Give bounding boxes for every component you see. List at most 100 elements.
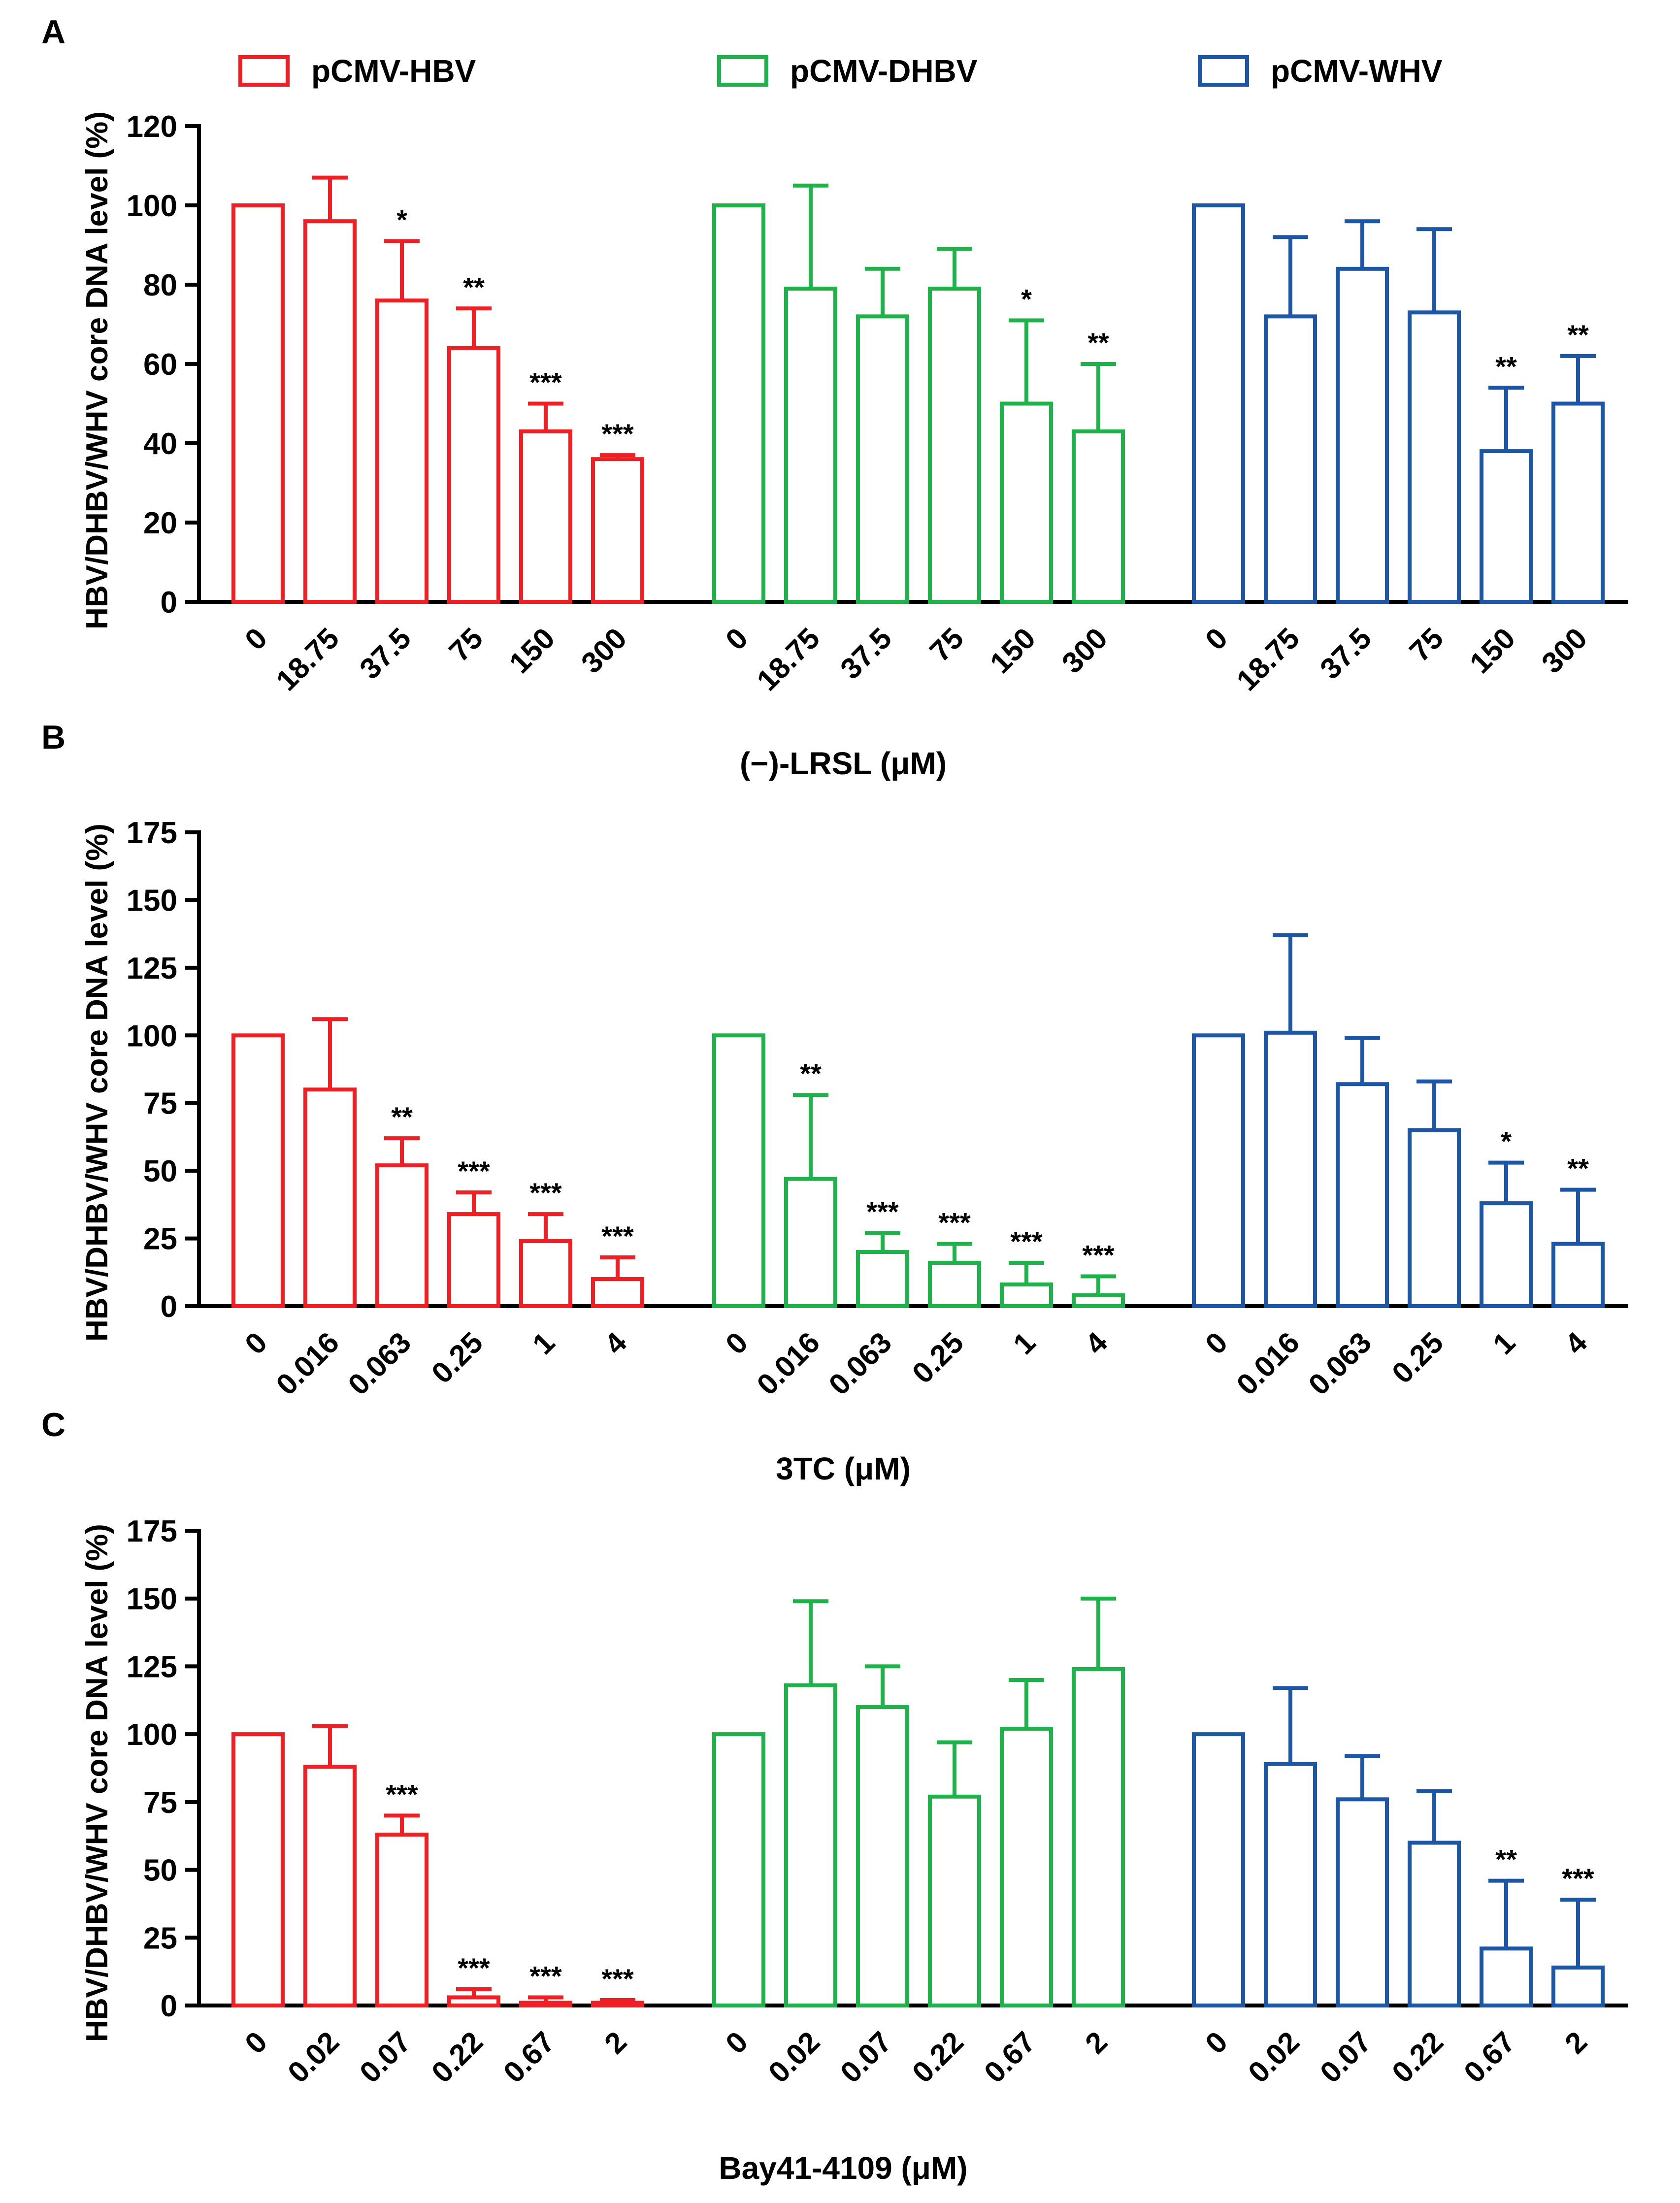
bar [712,1033,765,1308]
x-tick-label: 0.67 [1457,2025,1521,2089]
bar [928,1794,981,2008]
significance-mark: ** [1567,1153,1589,1184]
x-tick-label: 0.063 [1302,1326,1378,1402]
bar [231,1033,285,1308]
y-tick-label: 60 [143,348,177,382]
x-tick-label: 0.02 [1242,2025,1306,2089]
bar [928,287,981,604]
panel-b-y-axis-label: HBV/DHBV/WHV core DNA level (%) [80,823,114,1342]
panel-a-y-axis-label: HBV/DHBV/WHV core DNA level (%) [80,111,114,629]
bar [1408,310,1461,604]
x-tick-label: 0 [238,622,273,657]
bar [1480,1201,1533,1309]
series-pcmv-whv: *** [1192,933,1605,1309]
x-tick-label: 0.07 [1314,2025,1378,2089]
significance-mark: *** [458,1155,490,1186]
y-tick-label: 125 [127,952,177,986]
bar [1264,1762,1317,2007]
x-tick-label: 1 [1007,1326,1042,1361]
y-tick-label: 125 [127,1650,177,1684]
significance-mark: *** [1562,1863,1594,1894]
legend-swatch-whv [1198,55,1249,87]
bar [519,429,572,604]
bar [519,1239,572,1309]
bar [712,1732,765,2007]
bar [447,1995,500,2008]
bar [591,2001,644,2008]
bar [1000,1727,1053,2007]
bar [1192,203,1245,604]
panel-a: A HBV/DHBV/WHV core DNA level (%) 0 20 40 6… [41,13,1628,781]
x-tick-label: 0 [1199,1326,1234,1361]
x-tick-label: 0.07 [834,2025,898,2089]
y-tick-label: 0 [161,1989,177,2023]
series-pcmv-hbv: *********** [231,1017,644,1309]
y-tick-label: 20 [143,506,177,540]
x-tick-label: 0.22 [1385,2025,1449,2089]
x-tick-label: 18.75 [270,622,346,697]
series-pcmv-whv: ** ** [1192,203,1605,604]
x-tick-label: 300 [1055,622,1114,680]
bar [591,457,644,604]
x-tick-label: 0.25 [1385,1326,1449,1390]
bar [1551,401,1605,604]
y-tick-label: 120 [127,110,177,144]
x-tick-label: 0.22 [425,2025,489,2089]
y-tick-label: 50 [143,1854,177,1888]
x-tick-label: 0 [238,2025,273,2060]
x-tick-label: 0.063 [342,1326,418,1402]
x-tick-label: 37.5 [834,622,898,686]
x-tick-label: 0.67 [497,2025,561,2089]
y-tick-label: 50 [143,1154,177,1188]
legend-item-dhbv: pCMV-DHBV [717,53,978,89]
legend-label-hbv: pCMV-HBV [311,53,476,89]
panel-b-x-axis-label: 3TC (μM) [776,1451,911,1486]
y-tick-label: 0 [161,586,177,620]
x-tick-label: 75 [923,622,970,668]
significance-mark: *** [601,1220,634,1251]
significance-mark: * [1501,1126,1512,1157]
x-tick-label: 150 [1463,622,1521,680]
legend-swatch-dhbv [717,55,768,87]
panel-b-label: B [41,719,66,756]
y-tick-label: 40 [143,427,177,461]
panel-a-axes: 0 20 40 60 80 100 120 [127,110,1628,620]
bar [1336,1797,1389,2008]
legend-item-hbv: pCMV-HBV [238,53,476,89]
series-pcmv-dhbv [712,1596,1125,2008]
panel-c-y-axis-label: HBV/DHBV/WHV core DNA level (%) [80,1524,114,2042]
x-tick-label: 2 [1558,2025,1593,2060]
bar [856,1705,909,2007]
bar [447,1212,500,1309]
bar [1192,1732,1245,2007]
x-tick-label: 0 [238,1326,273,1361]
bar [519,2001,572,2008]
significance-mark: ** [1495,1844,1517,1875]
series-pcmv-hbv: *** *** *** *** [231,1724,644,2008]
panel-c-x-axis-label: Bay41-4109 (μM) [719,2150,967,2186]
x-tick-label: 1 [526,1326,561,1361]
y-tick-label: 0 [161,1290,177,1324]
bar [784,1177,837,1308]
significance-mark: *** [601,418,634,449]
significance-mark: ** [1087,327,1109,358]
bar [1551,1965,1605,2007]
bar [784,1683,837,2007]
x-tick-label: 0.22 [906,2025,970,2089]
x-tick-label: 0.25 [906,1326,970,1390]
significance-mark: ** [463,271,485,302]
legend-label-whv: pCMV-WHV [1271,53,1443,89]
panel-a-x-axis-label: (−)-LRSL (μM) [740,746,947,781]
bar [591,1277,644,1308]
x-tick-label: 4 [1558,1325,1593,1360]
x-tick-label: 18.75 [751,622,826,697]
bar [784,287,837,604]
bar [1192,1033,1245,1308]
y-tick-label: 100 [127,189,177,223]
panel-b: B HBV/DHBV/WHV core DNA level (%) 0 25 50 7… [41,719,1628,1486]
y-tick-label: 175 [127,816,177,850]
significance-mark: * [1021,283,1032,314]
x-tick-label: 0 [1199,622,1234,657]
bar [1336,1082,1389,1309]
